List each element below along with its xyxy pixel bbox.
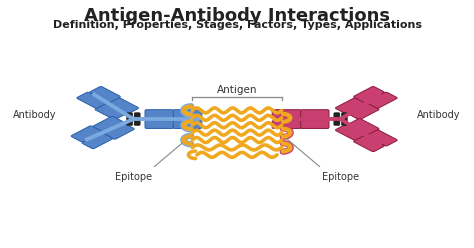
FancyBboxPatch shape	[336, 124, 366, 140]
FancyBboxPatch shape	[95, 103, 126, 120]
FancyBboxPatch shape	[82, 133, 113, 149]
FancyBboxPatch shape	[77, 92, 108, 108]
FancyBboxPatch shape	[127, 113, 133, 125]
FancyBboxPatch shape	[145, 110, 173, 118]
Text: Antigen-Antibody Interactions: Antigen-Antibody Interactions	[84, 7, 390, 25]
FancyBboxPatch shape	[134, 113, 140, 125]
FancyBboxPatch shape	[366, 130, 397, 146]
Text: Antigen: Antigen	[217, 85, 257, 95]
Text: Antibody: Antibody	[13, 110, 57, 120]
FancyBboxPatch shape	[145, 121, 173, 128]
FancyBboxPatch shape	[336, 98, 366, 114]
FancyBboxPatch shape	[366, 92, 397, 108]
FancyBboxPatch shape	[90, 87, 120, 102]
FancyBboxPatch shape	[354, 87, 384, 102]
FancyBboxPatch shape	[173, 110, 202, 118]
FancyBboxPatch shape	[272, 110, 301, 118]
Text: Antibody: Antibody	[417, 110, 461, 120]
FancyBboxPatch shape	[71, 126, 102, 142]
FancyBboxPatch shape	[93, 116, 123, 132]
FancyBboxPatch shape	[301, 110, 329, 118]
FancyBboxPatch shape	[104, 123, 134, 139]
FancyBboxPatch shape	[173, 121, 202, 128]
FancyBboxPatch shape	[341, 113, 347, 125]
FancyBboxPatch shape	[272, 121, 301, 128]
Text: Definition, Properties, Stages, Factors, Types, Applications: Definition, Properties, Stages, Factors,…	[53, 20, 421, 31]
FancyBboxPatch shape	[348, 103, 379, 120]
Text: Epitope: Epitope	[322, 172, 359, 182]
FancyBboxPatch shape	[334, 113, 340, 125]
FancyBboxPatch shape	[108, 98, 138, 114]
FancyBboxPatch shape	[354, 136, 384, 152]
Text: Epitope: Epitope	[115, 172, 152, 182]
FancyBboxPatch shape	[301, 121, 329, 128]
FancyBboxPatch shape	[348, 119, 379, 135]
